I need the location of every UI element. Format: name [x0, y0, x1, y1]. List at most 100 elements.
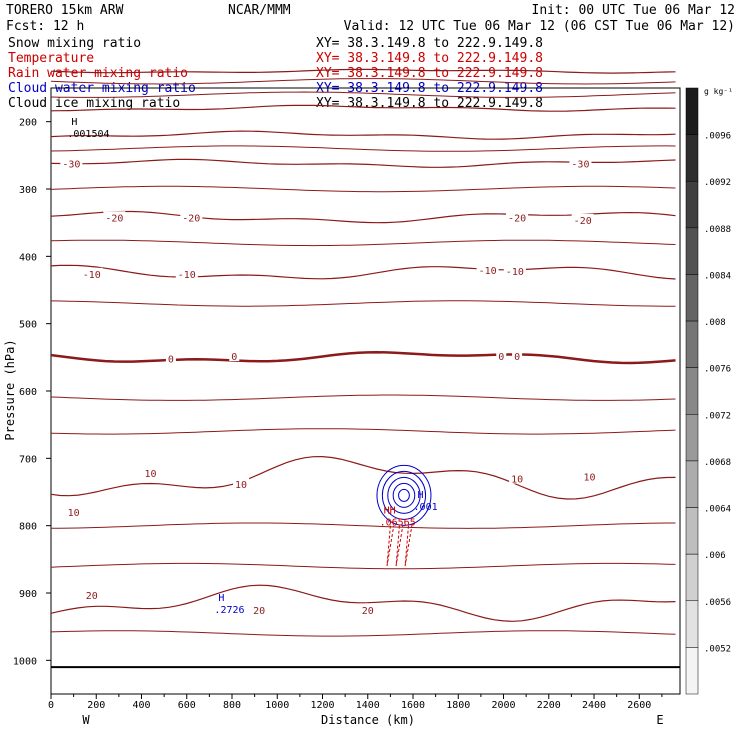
x-tick-label: 1400 — [356, 700, 380, 711]
colorbar-segment — [685, 180, 699, 229]
isotherm-line — [50, 78, 676, 85]
colorbar-segment — [685, 414, 699, 462]
isotherm-label: 0 — [498, 352, 504, 363]
x-tick-label: 1200 — [310, 700, 334, 711]
isotherm-label-bg — [509, 472, 526, 484]
rain-contour — [404, 525, 413, 567]
isotherm-line — [50, 630, 676, 637]
extremum-symbol: H — [71, 117, 77, 128]
colorbar-segment — [685, 274, 699, 322]
x-tick-label: 2600 — [627, 700, 651, 711]
isotherm-label-bg — [476, 263, 499, 275]
x-axis-title: Distance (km) — [321, 713, 415, 727]
isotherm-label-bg — [83, 589, 100, 601]
colorbar-segment — [685, 367, 699, 415]
x-tick-label: 1000 — [265, 700, 289, 711]
isotherm-label-bg — [359, 603, 376, 615]
isotherm-label: 0 — [168, 355, 174, 366]
field-name-snow: Snow mixing ratio — [8, 36, 141, 51]
isotherm-label: -20 — [105, 213, 123, 224]
model-title: TORERO 15km ARW — [6, 3, 124, 18]
colorbar-segment — [685, 134, 699, 182]
isotherm-line — [50, 455, 676, 500]
isotherm-label: 20 — [86, 591, 98, 602]
field-name-temperature: Temperature — [8, 51, 94, 66]
colorbar-label: .0052 — [704, 644, 731, 654]
colorbar-segment — [685, 553, 699, 602]
cloud-water-contour — [381, 470, 427, 520]
isotherm-label: -10 — [83, 270, 101, 281]
isotherm-line — [50, 239, 676, 247]
isotherm-line — [50, 185, 676, 193]
colorbar-label: .0072 — [704, 411, 731, 421]
x-tick-label: 2000 — [491, 700, 515, 711]
y-tick-label: 900 — [19, 589, 37, 600]
y-tick-label: 200 — [19, 118, 37, 129]
x-tick-label: 200 — [87, 700, 105, 711]
colorbar-label: .0064 — [704, 505, 731, 515]
isotherm-line — [50, 210, 676, 224]
colorbar-segment — [685, 460, 699, 508]
x-end-label-east: E — [656, 713, 663, 727]
isotherm-label: -30 — [571, 159, 589, 170]
isotherm-label: -30 — [62, 159, 80, 170]
isotherm-label: -20 — [574, 216, 592, 227]
y-tick-label: 300 — [19, 185, 37, 196]
colorbar-segment — [685, 227, 699, 275]
cloud-water-contour — [387, 476, 421, 514]
forecast-hour: Fcst: 12 h — [6, 19, 84, 34]
isotherm-label: 20 — [362, 606, 374, 617]
colorbar-label: .006 — [704, 551, 726, 561]
isotherm-label-bg — [569, 157, 592, 169]
colorbar-unit: g kg⁻¹ — [704, 87, 733, 96]
isotherm-label-bg — [233, 477, 250, 489]
x-tick-label: 2200 — [537, 700, 561, 711]
isotherm-label-bg — [506, 211, 529, 223]
isotherm-label: 0 — [514, 352, 520, 363]
isotherm-label: -20 — [182, 213, 200, 224]
colorbar: .0096 .0092 .0088 .0084 .008 .0076 .0072 .0068.… — [685, 87, 731, 695]
isotherm-label-bg — [165, 352, 176, 364]
colorbar-label: .0088 — [704, 225, 731, 235]
isotherm-line — [50, 350, 676, 365]
temperature-contours — [50, 68, 680, 669]
isotherm-label: 0 — [231, 352, 237, 363]
cloud-water-contour — [398, 488, 410, 502]
isotherm-label: 10 — [511, 475, 523, 486]
isotherm-line — [50, 264, 676, 280]
isotherm-label-bg — [180, 211, 203, 223]
isotherm-line — [50, 584, 676, 622]
isotherm-label-bg — [229, 349, 240, 361]
isotherm-label-bg — [103, 211, 126, 223]
isotherm-label: 10 — [68, 508, 80, 519]
x-tick-label: 1600 — [401, 700, 425, 711]
isotherm-line — [50, 562, 676, 570]
isotherm-label: 10 — [235, 480, 247, 491]
cloud-water-contour — [392, 482, 416, 508]
y-tick-label: 600 — [19, 387, 37, 398]
isotherm-line — [50, 130, 676, 140]
colorbar-segment — [685, 507, 699, 555]
rain-contour — [395, 525, 404, 567]
isotherm-line — [50, 91, 676, 98]
colorbar-segment — [685, 647, 699, 695]
y-tick-label: 800 — [19, 522, 37, 533]
colorbar-label: .0076 — [704, 365, 731, 375]
valid-time: Valid: 12 UTC Tue 06 Mar 12 (06 CST Tue … — [344, 19, 735, 34]
isotherm-label: 10 — [145, 469, 157, 480]
colorbar-label: .008 — [704, 318, 726, 328]
isotherm-label-bg — [80, 267, 103, 279]
y-tick-label: 1000 — [13, 656, 37, 667]
colorbar-label: .0056 — [704, 598, 731, 608]
field-xy-temperature: XY= 38.3.149.8 to 222.9.149.8 — [316, 51, 543, 66]
cloud-water-contour — [376, 464, 432, 526]
isotherm-label-bg — [251, 603, 268, 615]
isotherm-line — [50, 300, 676, 307]
extremum-value: .06565 — [380, 518, 416, 529]
isotherm-label-bg — [496, 349, 507, 361]
isotherm-label-bg — [512, 349, 523, 361]
isotherm-line — [50, 68, 676, 74]
isotherm-label-bg — [503, 265, 526, 277]
extremum-symbol: HH — [384, 506, 396, 517]
